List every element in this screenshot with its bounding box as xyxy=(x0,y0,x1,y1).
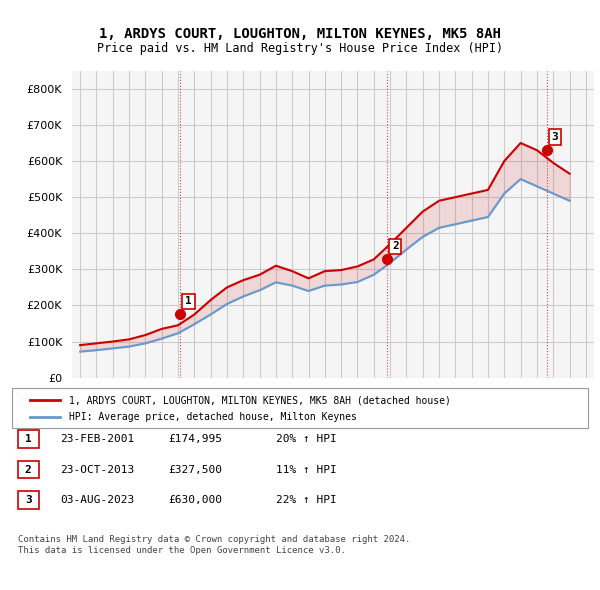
Text: 2: 2 xyxy=(25,465,32,474)
Text: 1: 1 xyxy=(185,296,192,306)
Text: 11% ↑ HPI: 11% ↑ HPI xyxy=(276,465,337,474)
Text: 20% ↑ HPI: 20% ↑ HPI xyxy=(276,434,337,444)
Text: 2: 2 xyxy=(392,241,398,251)
Text: Price paid vs. HM Land Registry's House Price Index (HPI): Price paid vs. HM Land Registry's House … xyxy=(97,42,503,55)
Text: HPI: Average price, detached house, Milton Keynes: HPI: Average price, detached house, Milt… xyxy=(69,412,357,421)
Text: Contains HM Land Registry data © Crown copyright and database right 2024.
This d: Contains HM Land Registry data © Crown c… xyxy=(18,535,410,555)
Text: 3: 3 xyxy=(25,496,32,505)
Text: 1: 1 xyxy=(25,434,32,444)
Text: 22% ↑ HPI: 22% ↑ HPI xyxy=(276,496,337,505)
Text: 1, ARDYS COURT, LOUGHTON, MILTON KEYNES, MK5 8AH (detached house): 1, ARDYS COURT, LOUGHTON, MILTON KEYNES,… xyxy=(69,395,451,405)
Text: £630,000: £630,000 xyxy=(168,496,222,505)
Text: £174,995: £174,995 xyxy=(168,434,222,444)
Text: 3: 3 xyxy=(551,132,558,142)
Text: 1, ARDYS COURT, LOUGHTON, MILTON KEYNES, MK5 8AH: 1, ARDYS COURT, LOUGHTON, MILTON KEYNES,… xyxy=(99,27,501,41)
Text: 23-OCT-2013: 23-OCT-2013 xyxy=(60,465,134,474)
Text: 23-FEB-2001: 23-FEB-2001 xyxy=(60,434,134,444)
Text: £327,500: £327,500 xyxy=(168,465,222,474)
Text: 03-AUG-2023: 03-AUG-2023 xyxy=(60,496,134,505)
